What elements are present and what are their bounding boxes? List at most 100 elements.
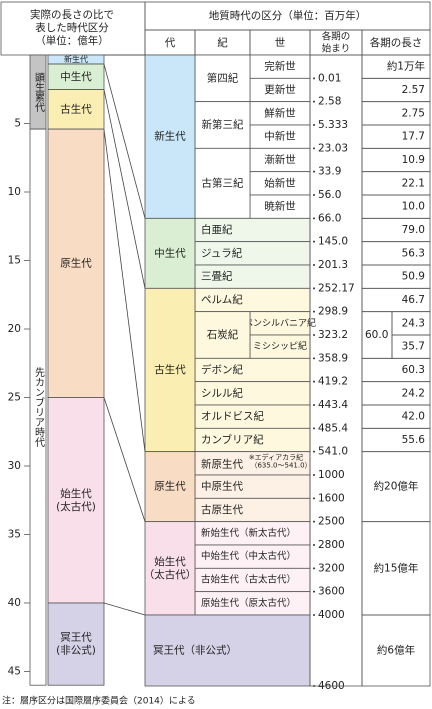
boundary-dot bbox=[313, 497, 315, 500]
boundary-start: 145.0 bbox=[318, 236, 348, 248]
era: 中生代 bbox=[154, 246, 186, 259]
era: 冥王代（非公式） bbox=[153, 643, 237, 656]
period: カンブリア紀 bbox=[201, 433, 264, 446]
boundary-start: 2500 bbox=[318, 516, 345, 528]
boundary-dot bbox=[313, 147, 315, 150]
left-title: （単位：億年） bbox=[35, 34, 109, 47]
period: デボン紀 bbox=[201, 363, 243, 376]
era-cell bbox=[144, 614, 311, 687]
length: 17.7 bbox=[402, 131, 425, 143]
scale-label: 5 bbox=[14, 118, 21, 130]
boundary-dot bbox=[313, 193, 315, 196]
period-cell bbox=[194, 311, 251, 359]
length: 2.57 bbox=[402, 84, 425, 96]
boundary-start: 2.58 bbox=[318, 96, 341, 108]
epoch: ペンシルバニア紀 bbox=[244, 317, 316, 329]
band-label: 中生代 bbox=[60, 70, 92, 83]
boundary-dot bbox=[313, 77, 315, 80]
length: 35.7 bbox=[402, 341, 425, 353]
boundary-start: 298.9 bbox=[318, 306, 348, 318]
connector bbox=[103, 129, 146, 452]
boundary-dot bbox=[313, 217, 315, 220]
boundary-start: 323.2 bbox=[318, 329, 348, 341]
boundary-start: 4000 bbox=[318, 609, 345, 621]
boundary-dot bbox=[313, 567, 315, 570]
length: 60.0 bbox=[365, 329, 388, 341]
boundary-start: 419.2 bbox=[318, 376, 348, 388]
period: オルドビス紀 bbox=[201, 410, 264, 423]
period: 古始生代（古太古代） bbox=[201, 573, 296, 585]
boundary-dot bbox=[313, 263, 315, 266]
header: 世 bbox=[275, 37, 286, 49]
scale-label: 40 bbox=[8, 597, 21, 609]
header: 各期の長さ bbox=[370, 36, 423, 49]
era: 新生代 bbox=[154, 130, 186, 143]
epoch: 漸新世 bbox=[264, 153, 296, 166]
period: 第四紀 bbox=[207, 71, 239, 84]
left-title: 表した時代区分 bbox=[35, 21, 109, 34]
period: 古第三紀 bbox=[202, 176, 244, 189]
era-band bbox=[47, 602, 105, 686]
eon: 先カンブリア時代 bbox=[33, 367, 45, 448]
length: 約20億年 bbox=[374, 480, 419, 493]
period-note: （635.0〜541.0） bbox=[250, 462, 311, 470]
length: 42.0 bbox=[402, 411, 425, 423]
boundary-dot bbox=[313, 287, 315, 290]
connector bbox=[103, 397, 146, 522]
period: ペルム紀 bbox=[201, 293, 243, 306]
boundary-start: 56.0 bbox=[318, 189, 341, 201]
boundary-dot bbox=[313, 240, 315, 243]
epoch: 更新世 bbox=[264, 83, 296, 96]
period: シルル紀 bbox=[201, 386, 243, 399]
connector bbox=[103, 89, 146, 289]
period: 石炭紀 bbox=[207, 328, 239, 341]
era: （太古代） bbox=[144, 568, 197, 581]
length: 2.75 bbox=[402, 107, 425, 119]
boundary-dot bbox=[313, 543, 315, 546]
band-label: 冥王代 bbox=[60, 632, 92, 644]
epoch: 暁新世 bbox=[264, 200, 296, 213]
eon: 顕生累代 bbox=[33, 72, 45, 113]
boundary-start: 252.17 bbox=[318, 282, 355, 294]
length: 10.9 bbox=[402, 154, 425, 166]
eon-band bbox=[29, 128, 47, 686]
era-band bbox=[47, 89, 105, 130]
header: 紀 bbox=[217, 36, 228, 49]
boundary-dot bbox=[313, 357, 315, 360]
boundary-dot bbox=[313, 403, 315, 406]
period: 中始生代（中太古代） bbox=[201, 550, 296, 562]
connector bbox=[103, 63, 146, 219]
era-cell bbox=[144, 54, 196, 219]
boundary-start: 443.4 bbox=[318, 399, 348, 411]
boundary-dot bbox=[313, 100, 315, 103]
boundary-dot bbox=[313, 170, 315, 173]
scale-label: 45 bbox=[8, 666, 21, 678]
period: ジュラ紀 bbox=[201, 246, 243, 259]
boundary-start: 201.3 bbox=[318, 259, 348, 271]
band-label: (太古代) bbox=[56, 500, 96, 513]
boundary-start: 2800 bbox=[318, 539, 345, 551]
boundary-dot bbox=[313, 427, 315, 430]
scale-label: 35 bbox=[8, 529, 21, 541]
length: 79.0 bbox=[402, 224, 425, 236]
boundary-dot bbox=[313, 473, 315, 476]
era-band bbox=[47, 63, 105, 90]
length: 55.6 bbox=[402, 434, 426, 446]
length: 約6億年 bbox=[377, 643, 415, 656]
era: 古生代 bbox=[154, 363, 186, 376]
length: 約1万年 bbox=[387, 60, 425, 73]
period-cell bbox=[194, 101, 251, 149]
boundary-start: 358.9 bbox=[318, 352, 348, 364]
band-label: 原生代 bbox=[60, 256, 92, 269]
length: 22.1 bbox=[402, 177, 425, 189]
left-title: 実際の長さの比で bbox=[30, 8, 114, 21]
scale-label: 25 bbox=[8, 392, 21, 404]
boundary-dot bbox=[313, 310, 315, 313]
table-title: 地質時代の区分（単位：百万年） bbox=[209, 9, 367, 22]
boundary-start: 541.0 bbox=[318, 446, 348, 458]
header: 各期の bbox=[322, 31, 351, 43]
boundary-start: 485.4 bbox=[318, 422, 348, 434]
period: 新原生代 bbox=[201, 457, 243, 470]
era: 始生代 bbox=[154, 555, 186, 568]
boundary-dot bbox=[313, 613, 315, 616]
